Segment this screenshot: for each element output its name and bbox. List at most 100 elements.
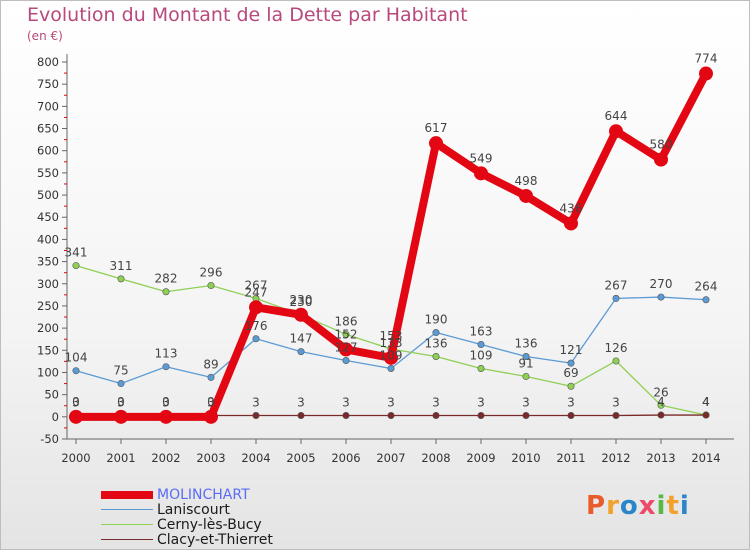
- data-label-2: 186: [335, 314, 358, 328]
- legend-label-molinchart: MOLINCHART: [157, 486, 250, 503]
- data-label-1: 104: [65, 351, 88, 365]
- data-label-1: 121: [560, 343, 583, 357]
- series-point-2: [342, 330, 350, 338]
- data-label-0: 133: [380, 336, 403, 350]
- series-point-0: [159, 409, 173, 424]
- logo-letter: i: [656, 491, 667, 521]
- series-point-2: [522, 372, 530, 380]
- data-label-3: 3: [72, 395, 80, 409]
- legend-swatch-laniscourt: [101, 508, 153, 511]
- series-point-1: [567, 359, 575, 367]
- logo-letter: x: [638, 491, 657, 521]
- y-tick-label: 750: [37, 77, 59, 91]
- data-label-1: 136: [515, 337, 538, 351]
- data-label-1: 147: [290, 332, 313, 346]
- y-tick-label: 300: [37, 277, 59, 291]
- x-tick-label: 2010: [511, 451, 540, 465]
- legend-label-laniscourt: Laniscourt: [157, 501, 230, 518]
- legend-swatch-clacy: [101, 538, 153, 541]
- series-point-2: [207, 282, 215, 290]
- y-tick-label: 500: [37, 188, 59, 202]
- legend-item-molinchart: MOLINCHART: [101, 486, 273, 503]
- data-label-0: 230: [290, 293, 313, 307]
- data-label-1: 89: [203, 357, 218, 371]
- series-point-3: [522, 411, 530, 419]
- series-point-1: [702, 296, 710, 304]
- series-point-3: [342, 411, 350, 419]
- data-label-3: 3: [522, 395, 530, 409]
- legend: MOLINCHART Laniscourt Cerny-lès-Bucy Cla…: [101, 486, 273, 548]
- y-tick-label: 700: [37, 99, 59, 113]
- data-label-1: 127: [335, 340, 358, 354]
- series-point-3: [657, 411, 665, 419]
- data-label-0: 644: [605, 109, 628, 123]
- legend-label-clacy: Clacy-et-Thierret: [157, 531, 273, 548]
- data-label-0: 774: [695, 52, 718, 66]
- data-label-0: 617: [425, 121, 448, 135]
- x-tick-label: 2009: [466, 451, 495, 465]
- series-point-1: [252, 335, 260, 343]
- data-label-3: 3: [342, 395, 350, 409]
- legend-item-clacy: Clacy-et-Thierret: [101, 531, 273, 548]
- data-label-0: 247: [245, 285, 268, 299]
- series-point-1: [657, 293, 665, 301]
- data-label-0: 0: [117, 395, 125, 409]
- x-tick-label: 2008: [421, 451, 450, 465]
- data-label-3: 3: [567, 395, 575, 409]
- y-tick-label: 200: [37, 321, 59, 335]
- x-tick-label: 2005: [286, 451, 315, 465]
- series-point-1: [522, 353, 530, 361]
- series-point-3: [252, 411, 260, 419]
- data-label-0: 549: [470, 151, 493, 165]
- y-tick-label: 50: [44, 388, 59, 402]
- x-tick-label: 2014: [691, 451, 720, 465]
- x-tick-label: 2007: [376, 451, 405, 465]
- data-label-0: 580: [650, 138, 673, 152]
- series-point-3: [432, 411, 440, 419]
- series-point-2: [432, 353, 440, 361]
- y-tick-label: 400: [37, 232, 59, 246]
- data-label-2: 282: [155, 272, 178, 286]
- data-label-3: 3: [207, 395, 215, 409]
- series-point-2: [72, 262, 80, 270]
- series-point-2: [117, 275, 125, 283]
- y-tick-label: 100: [37, 365, 59, 379]
- series-point-3: [387, 411, 395, 419]
- series-point-0: [699, 66, 713, 81]
- data-label-3: 4: [702, 395, 710, 409]
- data-label-3: 3: [612, 395, 620, 409]
- data-label-1: 163: [470, 325, 493, 339]
- data-label-3: 3: [432, 395, 440, 409]
- series-point-2: [567, 382, 575, 390]
- series-point-0: [474, 166, 488, 181]
- y-tick-label: 350: [37, 255, 59, 269]
- data-label-2: 136: [425, 337, 448, 351]
- series-point-0: [429, 136, 443, 151]
- logo-letter: P: [586, 491, 607, 521]
- legend-swatch-molinchart: [101, 490, 153, 499]
- data-label-2: 296: [200, 266, 223, 280]
- series-point-3: [702, 411, 710, 419]
- data-label-2: 267: [245, 278, 268, 292]
- series-point-0: [654, 152, 668, 167]
- series-point-0: [609, 124, 623, 139]
- legend-swatch-cerny: [101, 523, 153, 526]
- y-tick-label: 650: [37, 122, 59, 136]
- logo-letter: i: [679, 491, 690, 521]
- logo-letter: o: [619, 491, 639, 521]
- data-label-1: 75: [113, 364, 128, 378]
- series-point-1: [162, 363, 170, 371]
- series-point-0: [249, 300, 263, 315]
- data-label-0: 152: [335, 327, 358, 341]
- data-label-1: 267: [605, 278, 628, 292]
- data-label-3: 4: [657, 395, 665, 409]
- logo-letter: r: [606, 491, 620, 521]
- data-label-1: 190: [425, 313, 448, 327]
- legend-label-cerny: Cerny-lès-Bucy: [157, 516, 262, 533]
- series-point-1: [117, 380, 125, 388]
- y-tick-label: 800: [37, 55, 59, 69]
- data-label-2: 4: [702, 395, 710, 409]
- series-point-2: [657, 401, 665, 409]
